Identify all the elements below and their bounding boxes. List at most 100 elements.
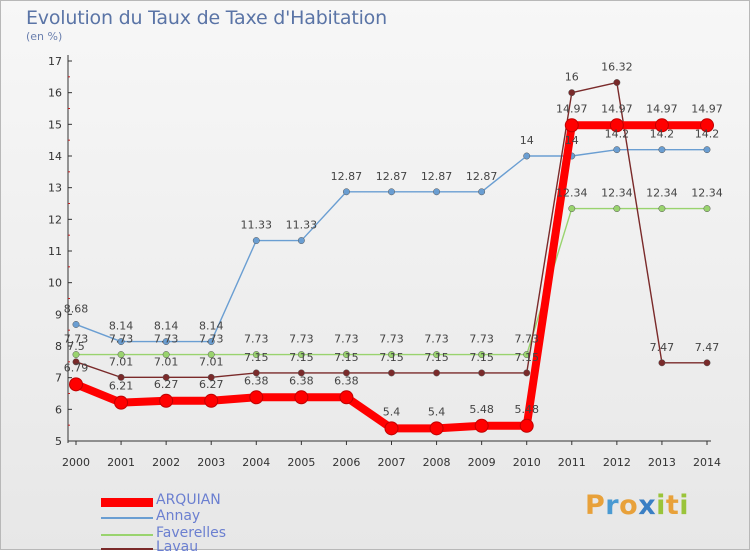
data-label-annay: 14 <box>565 134 579 147</box>
data-label-lavau: 7.15 <box>424 351 449 364</box>
data-point-faverelles <box>388 351 395 358</box>
x-tick-label: 2011 <box>558 456 586 469</box>
x-tick-label: 2014 <box>693 456 721 469</box>
data-point-annay <box>703 146 711 154</box>
logo-letter: o <box>619 490 639 521</box>
data-label-arquian: 14.97 <box>556 102 588 115</box>
data-label-faverelles: 7.73 <box>289 333 314 346</box>
data-point-faverelles <box>342 351 350 358</box>
data-point-annay <box>613 146 621 154</box>
data-point-lavau <box>388 369 395 377</box>
data-point-arquian <box>609 118 624 133</box>
data-label-faverelles: 7.73 <box>244 333 269 346</box>
data-point-lavau <box>613 79 621 86</box>
data-label-arquian: 14.97 <box>691 102 723 115</box>
logo-letter: r <box>605 490 620 521</box>
data-label-lavau: 7.5 <box>67 340 85 353</box>
data-point-faverelles <box>72 351 80 358</box>
data-label-annay: 14 <box>520 134 534 147</box>
data-label-faverelles: 7.73 <box>154 333 179 346</box>
data-point-arquian <box>294 390 309 405</box>
logo-letter: i <box>679 490 690 521</box>
data-point-arquian <box>519 418 534 433</box>
logo-letter: t <box>665 490 680 521</box>
logo-letter: x <box>638 490 657 521</box>
data-label-faverelles: 7.73 <box>469 333 494 346</box>
legend-swatch-lavau <box>101 548 153 550</box>
data-point-faverelles <box>613 205 621 213</box>
proxiti-logo: Proxiti <box>585 490 689 521</box>
y-tick-label: 13 <box>48 182 62 195</box>
data-label-faverelles: 12.34 <box>556 187 588 200</box>
data-point-arquian <box>204 393 219 408</box>
data-label-annay: 14.2 <box>695 128 720 141</box>
data-label-faverelles: 12.34 <box>691 187 723 200</box>
data-point-lavau <box>523 369 531 377</box>
data-point-faverelles <box>568 205 576 213</box>
data-label-lavau: 7.15 <box>379 351 404 364</box>
data-label-lavau: 7.01 <box>199 355 224 368</box>
data-label-faverelles: 7.73 <box>514 333 539 346</box>
data-point-arquian <box>564 118 579 133</box>
data-label-lavau: 16 <box>565 71 579 84</box>
data-label-arquian: 6.38 <box>334 374 359 387</box>
x-tick-label: 2010 <box>513 456 541 469</box>
x-tick-label: 2006 <box>332 456 360 469</box>
data-point-arquian <box>114 395 129 410</box>
data-point-arquian <box>654 118 669 133</box>
y-tick-label: 7 <box>55 372 62 385</box>
data-point-arquian <box>429 421 444 436</box>
data-label-faverelles: 7.73 <box>64 333 89 346</box>
data-label-lavau: 16.32 <box>601 61 633 74</box>
data-label-lavau: 7.47 <box>695 341 720 354</box>
legend-swatch-annay <box>101 517 153 519</box>
data-label-annay: 8.68 <box>64 302 89 315</box>
y-tick-label: 10 <box>48 277 62 290</box>
data-point-faverelles <box>252 351 260 358</box>
legend-swatch-faverelles <box>101 534 153 536</box>
data-label-arquian: 6.79 <box>64 361 89 374</box>
data-label-lavau: 7.15 <box>289 351 314 364</box>
data-label-annay: 14.2 <box>605 128 630 141</box>
data-label-arquian: 6.27 <box>154 378 179 391</box>
data-point-lavau <box>568 89 576 97</box>
data-point-arquian <box>69 377 83 392</box>
data-label-annay: 12.87 <box>466 170 498 183</box>
chart-title: Evolution du Taux de Taxe d'Habitation <box>26 7 387 29</box>
data-label-arquian: 5.48 <box>514 403 539 416</box>
y-tick-label: 17 <box>48 55 62 68</box>
y-tick-label: 8 <box>55 340 62 353</box>
x-tick-label: 2001 <box>107 456 135 469</box>
data-label-arquian: 6.27 <box>199 378 224 391</box>
data-point-annay <box>342 188 350 196</box>
data-point-lavau <box>342 369 350 377</box>
y-tick-label: 16 <box>48 87 62 100</box>
data-point-faverelles <box>297 351 305 358</box>
data-point-lavau <box>703 359 711 367</box>
data-point-annay <box>388 188 395 196</box>
x-tick-label: 2007 <box>378 456 406 469</box>
data-label-annay: 8.14 <box>154 320 179 333</box>
x-tick-label: 2002 <box>152 456 180 469</box>
data-label-lavau: 7.15 <box>469 351 494 364</box>
data-point-faverelles <box>478 351 486 358</box>
data-label-lavau: 7.47 <box>650 341 675 354</box>
legend-label-lavau: Lavau <box>156 539 199 555</box>
data-point-lavau <box>478 369 486 377</box>
y-tick-label: 11 <box>48 245 62 258</box>
data-label-arquian: 6.38 <box>289 374 314 387</box>
data-point-annay <box>478 188 486 196</box>
data-point-lavau <box>658 359 666 367</box>
data-point-annay <box>207 338 215 346</box>
data-label-lavau: 7.15 <box>514 351 539 364</box>
data-point-annay <box>117 338 125 346</box>
data-label-annay: 12.87 <box>376 170 408 183</box>
data-point-annay <box>252 237 260 245</box>
y-tick-label: 14 <box>48 150 62 163</box>
data-label-faverelles: 12.34 <box>646 187 678 200</box>
y-tick-label: 15 <box>48 118 62 131</box>
y-tick-label: 5 <box>55 435 62 448</box>
legend-label-arquian: ARQUIAN <box>156 492 221 508</box>
data-point-lavau <box>72 358 80 366</box>
